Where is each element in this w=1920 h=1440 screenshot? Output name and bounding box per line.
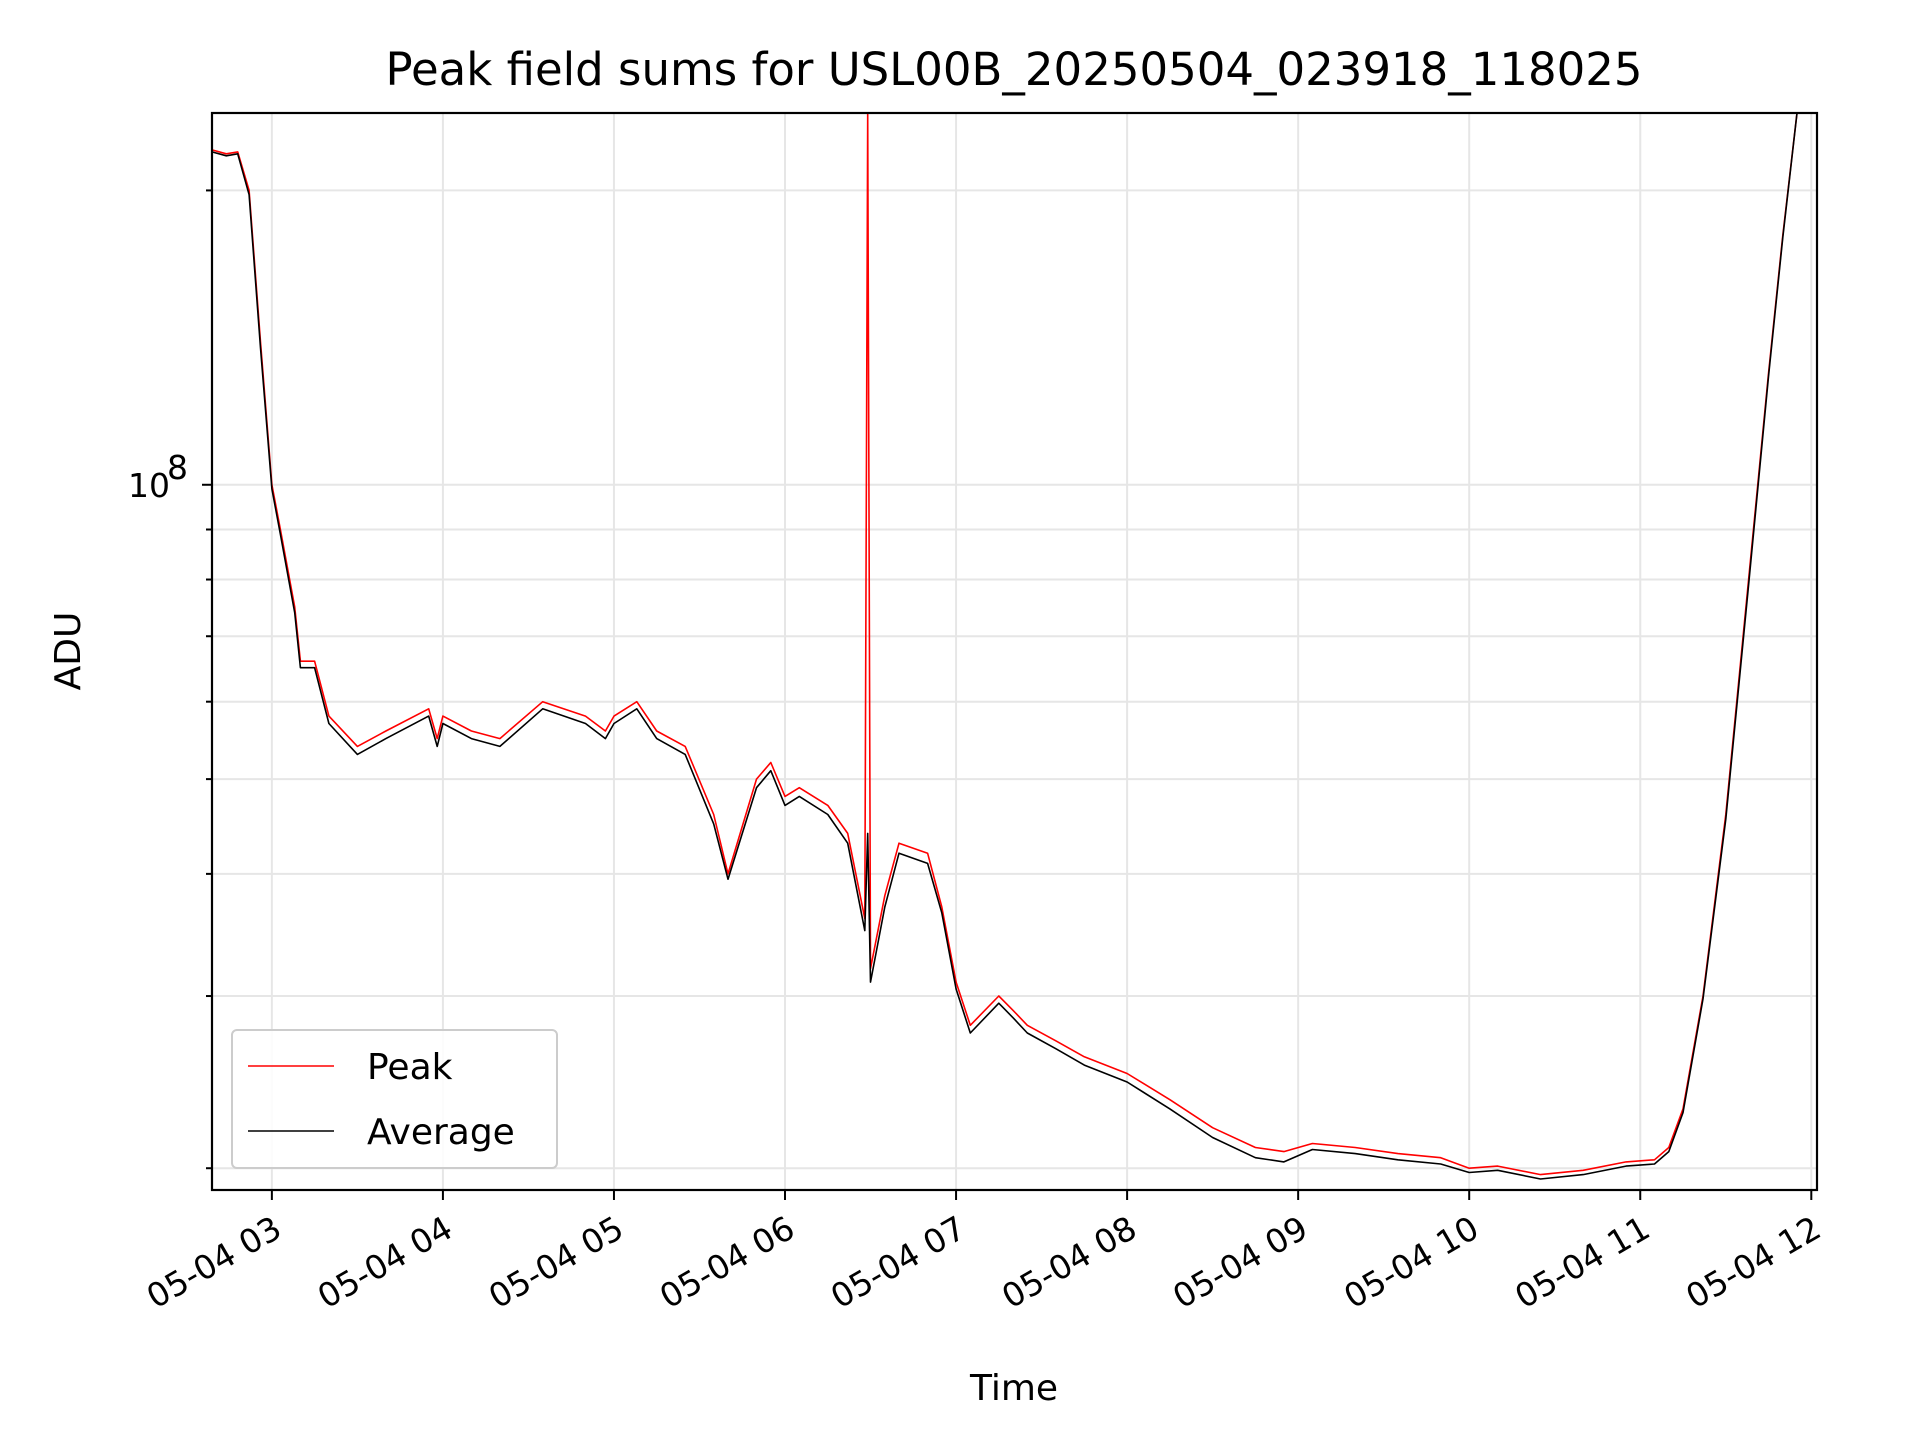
plot-frame	[210, 111, 1819, 1192]
x-tick-label: 05-04 07	[824, 1208, 972, 1316]
series-line-average	[211, 112, 1798, 1180]
x-tick-label: 05-04 05	[482, 1208, 630, 1316]
y-tick-label: 10	[128, 466, 170, 505]
x-tick-label: 05-04 06	[653, 1208, 801, 1316]
grid	[212, 113, 1817, 1190]
legend-label-average: Average	[367, 1112, 515, 1153]
x-axis-label: Time	[969, 1368, 1058, 1409]
legend: Peak Average	[231, 1029, 558, 1169]
series-line-peak	[211, 112, 1798, 1176]
series-layer	[211, 112, 1798, 1180]
chart-title: Peak field sums for USL00B_20250504_0239…	[385, 43, 1642, 96]
x-tick-label: 05-04 11	[1508, 1208, 1656, 1316]
x-tick-label: 05-04 09	[1166, 1208, 1314, 1316]
y-tick-label-base: 10	[128, 466, 170, 505]
legend-box	[231, 1029, 558, 1169]
x-tick-label: 05-04 04	[311, 1208, 459, 1316]
x-tick-label: 05-04 12	[1679, 1208, 1827, 1316]
y-tick-label-exponent: 8	[167, 448, 188, 487]
x-tick-label: 05-04 08	[995, 1208, 1143, 1316]
x-tick-label: 05-04 10	[1337, 1208, 1485, 1316]
legend-label-peak: Peak	[367, 1047, 453, 1088]
y-axis-label: ADU	[48, 612, 89, 691]
x-tick-label: 05-04 03	[140, 1208, 288, 1316]
